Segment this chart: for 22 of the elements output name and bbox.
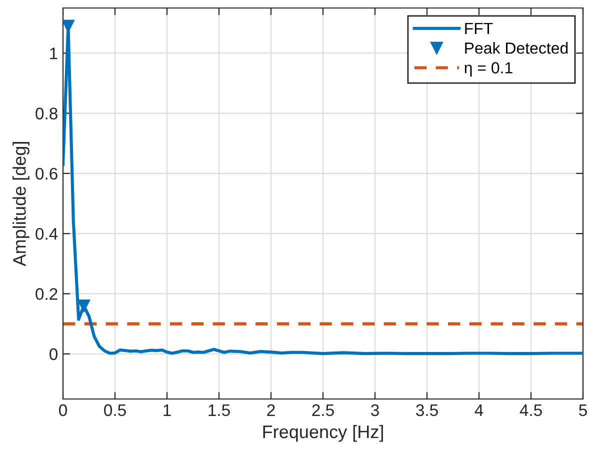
legend-label: FFT [465, 22, 493, 34]
x-tick-label: 1.5 [208, 404, 230, 416]
x-axis-title: Frequency [Hz] [263, 424, 383, 442]
y-tick-label: 0.4 [36, 228, 58, 240]
y-tick-label: 1 [50, 48, 58, 60]
y-tick-label: 0.2 [36, 288, 58, 300]
x-tick-label: 4 [474, 404, 484, 416]
y-tick-label: 0.6 [36, 168, 58, 180]
legend-label: Peak Detected [465, 42, 568, 54]
x-tick-label: 0.5 [104, 404, 126, 416]
y-tick-label: 0.8 [36, 108, 58, 120]
x-tick-label: 2 [267, 404, 275, 416]
y-tick-label: 0 [50, 348, 58, 360]
x-tick-label: 3 [371, 404, 379, 416]
x-tick-label: 1 [164, 404, 171, 416]
x-tick-label: 4.5 [520, 404, 542, 416]
x-tick-label: 5 [579, 404, 587, 416]
x-tick-label: 3.5 [416, 404, 438, 416]
x-tick-label: 2.5 [312, 404, 334, 416]
legend-label: η = 0.1 [464, 62, 512, 77]
x-tick-label: 0 [59, 404, 67, 416]
y-axis-title: Amplitude [deg] [12, 142, 30, 266]
